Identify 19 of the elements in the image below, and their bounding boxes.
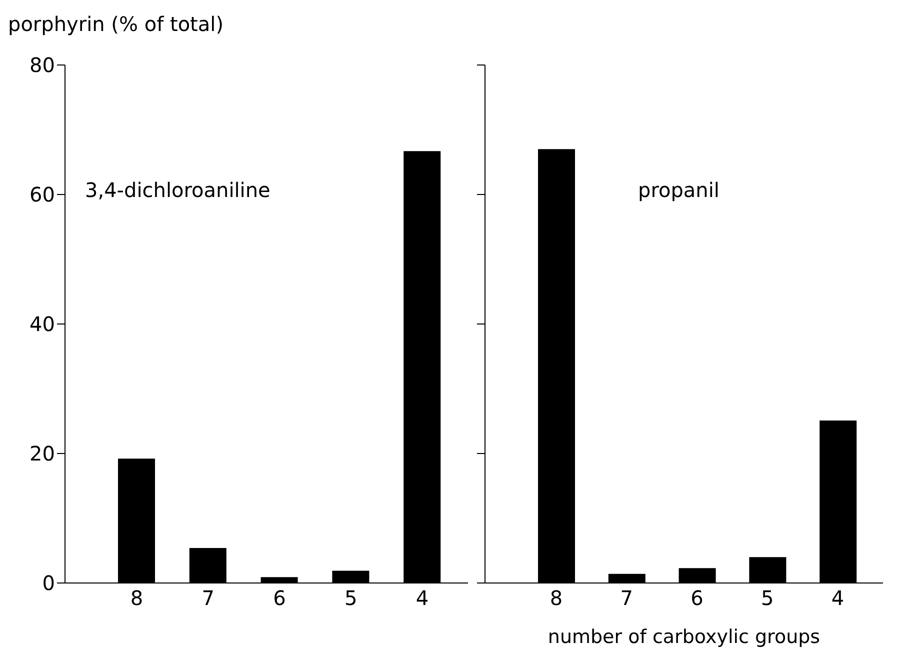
x-tick-label: 8 bbox=[130, 586, 144, 610]
x-tick-label: 6 bbox=[273, 586, 286, 610]
y-tick-label: 60 bbox=[30, 182, 55, 207]
x-tick-label: 7 bbox=[202, 586, 214, 610]
x-axis-title: number of carboxylic groups bbox=[548, 626, 820, 648]
x-tick-label: 4 bbox=[831, 586, 844, 610]
x-tick-label: 7 bbox=[620, 586, 633, 610]
y-tick-label: 80 bbox=[30, 53, 55, 78]
y-tick-label: 20 bbox=[30, 442, 55, 466]
x-tick-label: 8 bbox=[550, 586, 563, 610]
y-axis-title: porphyrin (% of total) bbox=[8, 12, 224, 36]
x-tick-label: 5 bbox=[761, 586, 774, 610]
y-tick-label: 0 bbox=[42, 571, 55, 596]
annotation: propanil bbox=[638, 178, 720, 202]
y-tick-label: 40 bbox=[30, 312, 55, 336]
x-tick-label: 6 bbox=[690, 586, 704, 610]
annotation: 3,4-dichloroaniline bbox=[85, 178, 270, 202]
x-tick-label: 5 bbox=[344, 586, 358, 610]
x-tick-label: 4 bbox=[416, 586, 429, 610]
